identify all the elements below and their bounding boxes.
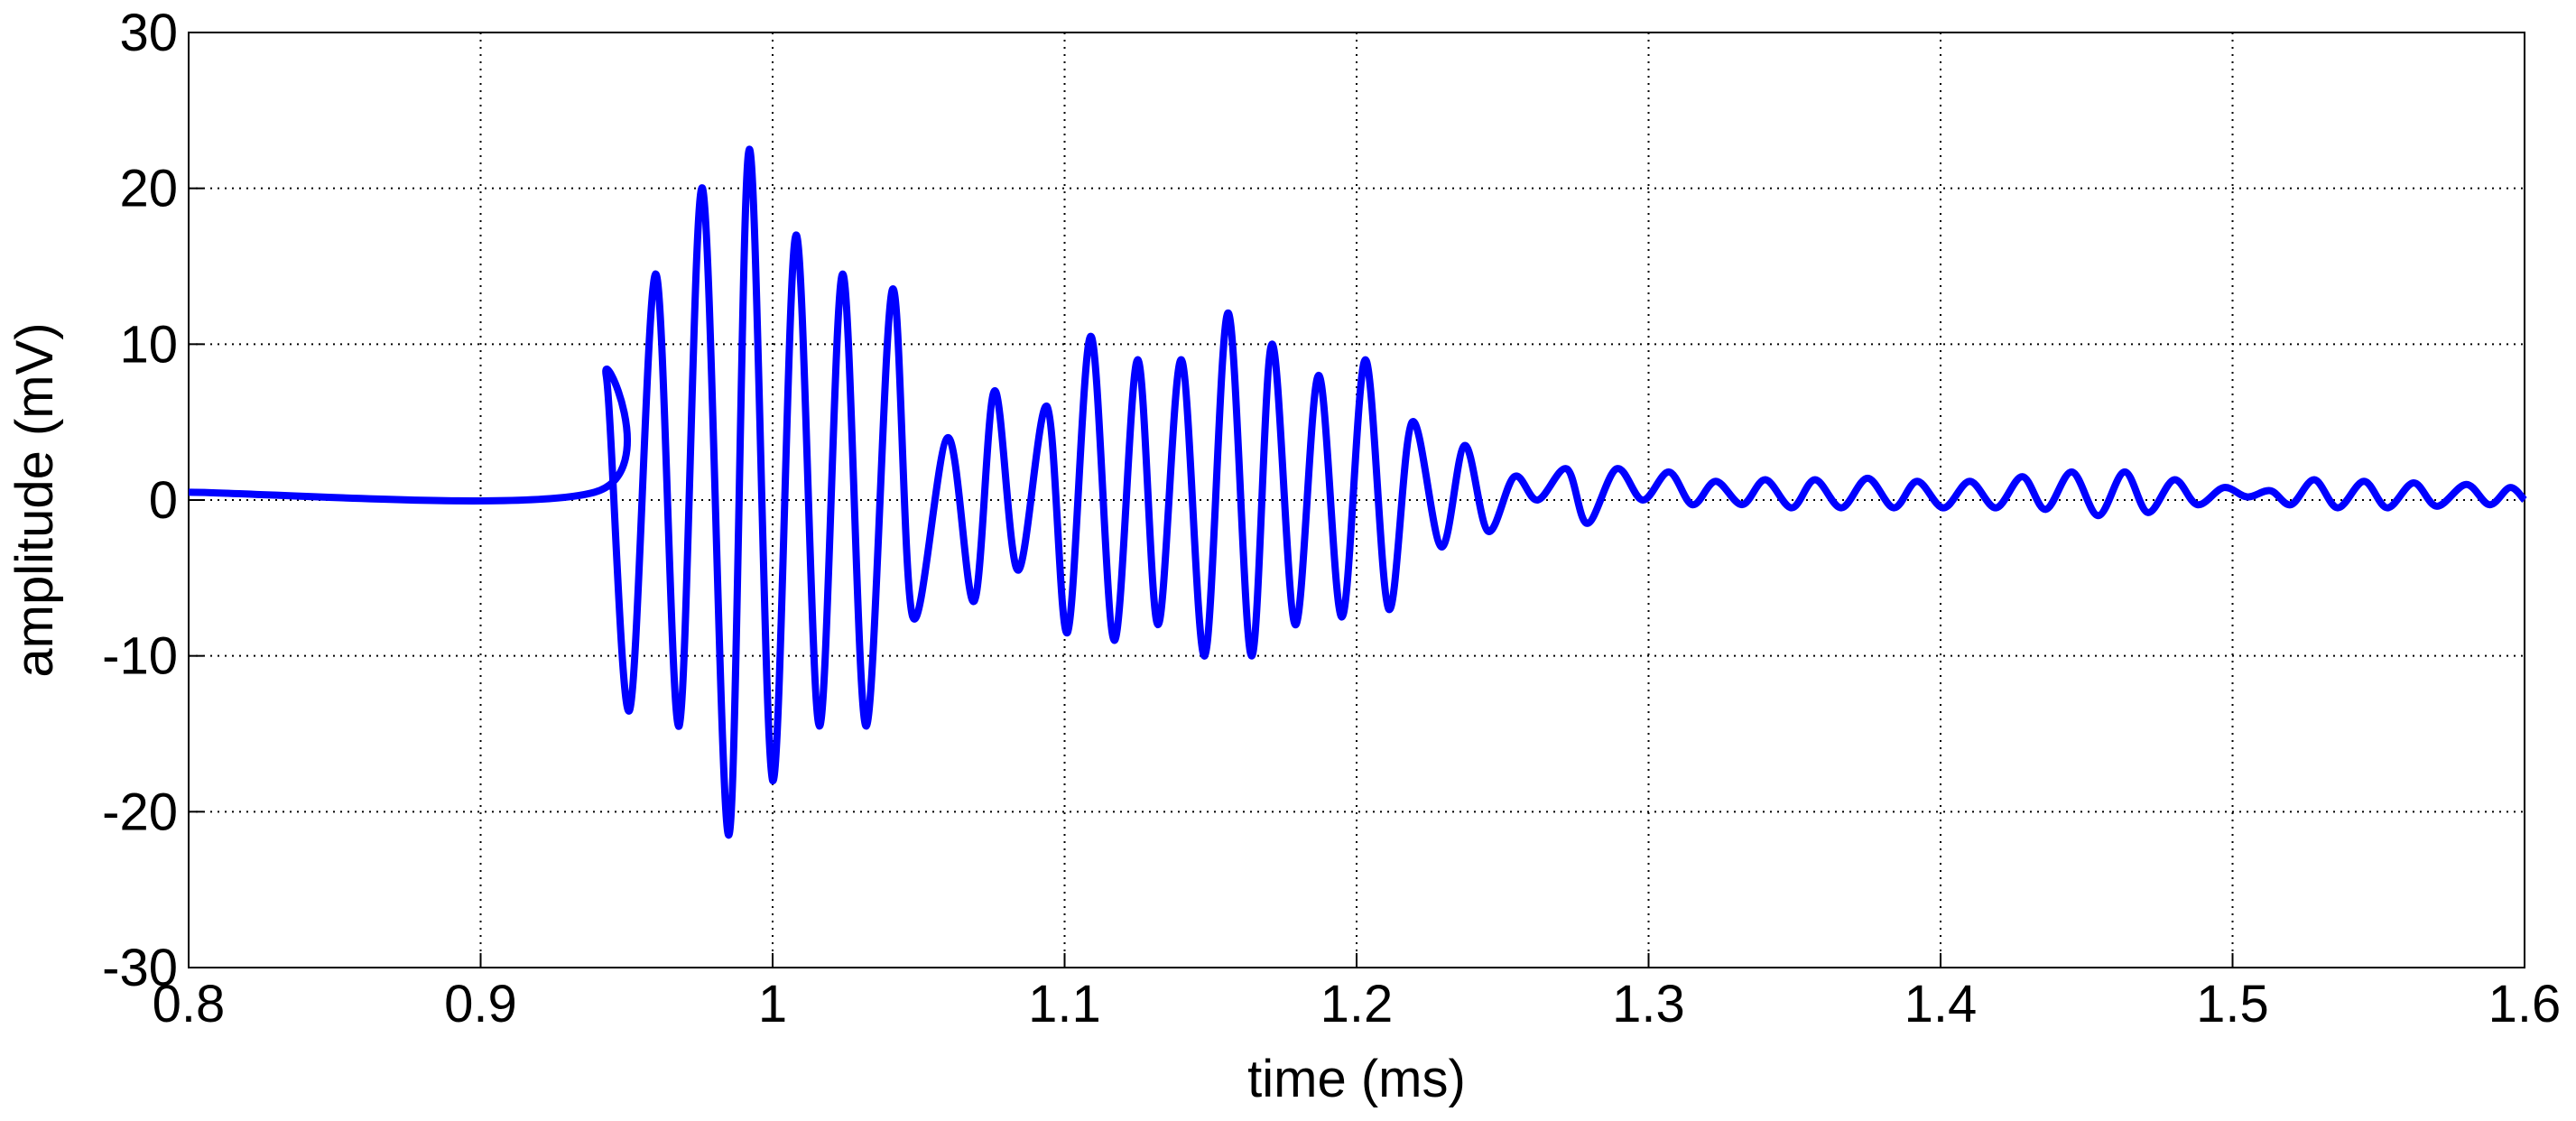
y-tick-label: 30 [119, 4, 178, 62]
y-tick-label: 0 [149, 471, 178, 530]
y-tick-label: -10 [102, 627, 178, 686]
y-tick-label: 10 [119, 315, 178, 374]
y-tick-label: 20 [119, 160, 178, 218]
x-tick-label: 1.4 [1904, 975, 1978, 1033]
x-tick-label: 1.5 [2196, 975, 2269, 1033]
y-tick-label: -20 [102, 783, 178, 841]
y-tick-label: -30 [102, 939, 178, 997]
series-line [188, 145, 2527, 839]
x-tick-label: 0.9 [444, 975, 517, 1033]
x-tick-label: 1.6 [2488, 975, 2562, 1033]
y-axis-title: amplitude (mV) [5, 322, 64, 677]
x-tick-label: 1 [758, 975, 787, 1033]
x-tick-label: 1.3 [1612, 975, 1685, 1033]
x-axis-title: time (ms) [1247, 1050, 1466, 1108]
x-tick-label: 1.1 [1028, 975, 1101, 1033]
x-tick-label: 0.8 [153, 975, 226, 1033]
x-tick-label: 1.2 [1320, 975, 1394, 1033]
